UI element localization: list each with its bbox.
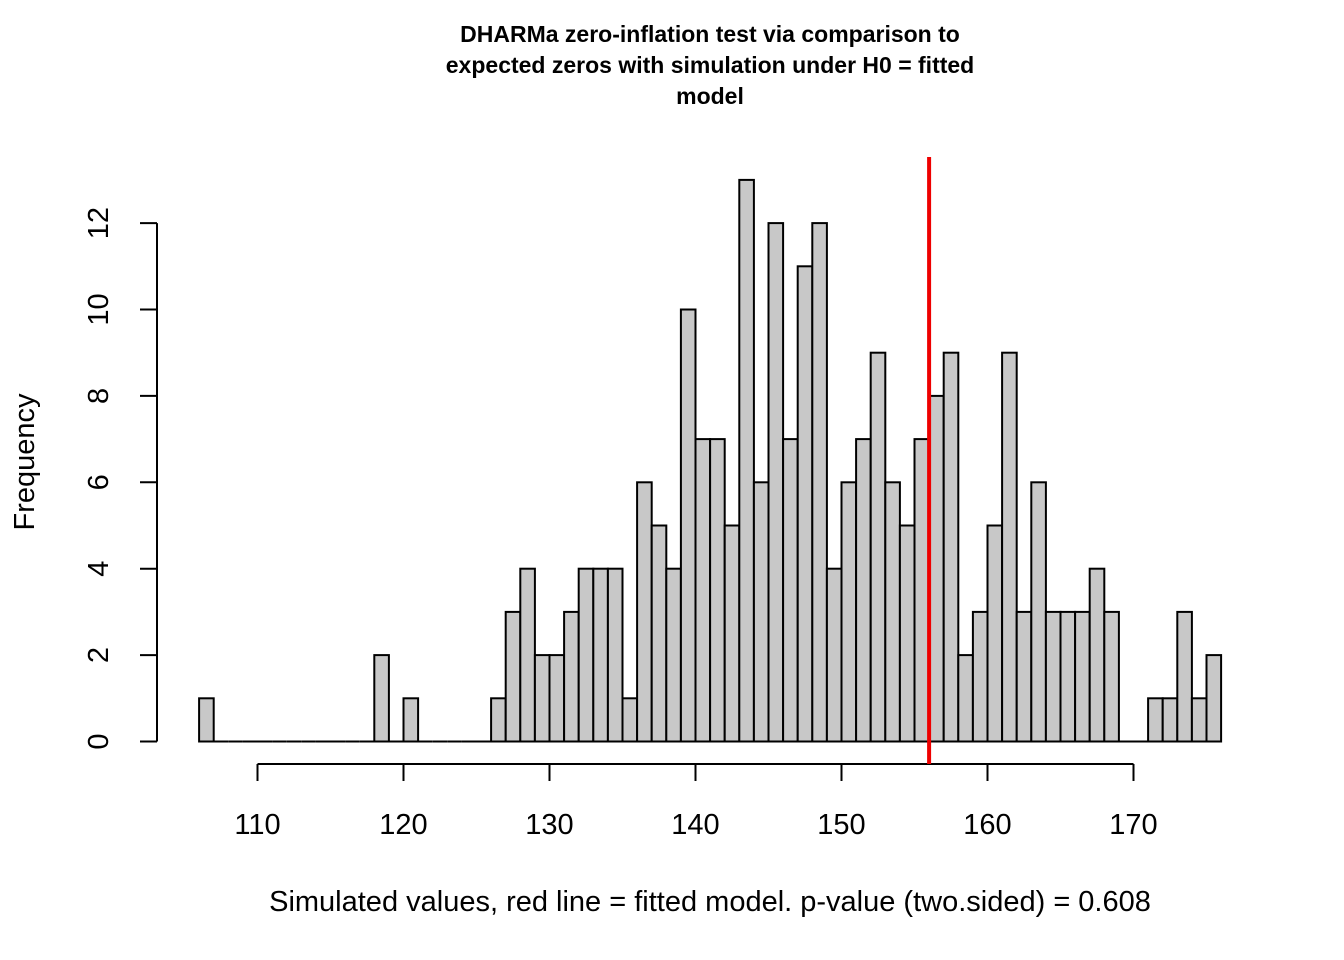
y-tick-label: 12: [83, 207, 115, 239]
histogram-bar: [198, 697, 215, 743]
histogram-bar: [592, 567, 609, 743]
histogram-bar: [533, 654, 551, 743]
x-tick-label: 130: [525, 809, 573, 841]
histogram-bar: [694, 438, 712, 743]
histogram-bar: [1074, 610, 1091, 743]
histogram-bar: [402, 697, 420, 743]
histogram-bar: [942, 351, 960, 743]
histogram-bars: [198, 178, 1223, 743]
histogram-bar: [665, 567, 682, 743]
histogram-bar: [869, 351, 887, 743]
histogram-bar: [825, 567, 843, 743]
histogram-bar: [796, 265, 814, 743]
histogram-bar: [767, 222, 785, 743]
title-line-3: model: [676, 83, 744, 109]
histogram-bar: [1103, 610, 1120, 743]
histogram-bar: [519, 567, 536, 743]
histogram-bar: [913, 438, 931, 743]
histogram-bar: [1088, 567, 1106, 743]
histogram-bar: [1147, 697, 1164, 743]
histogram-bar: [1044, 610, 1062, 743]
histogram-bar: [723, 524, 741, 743]
histogram-bar: [928, 394, 945, 743]
histogram-bar: [971, 610, 989, 743]
histogram-bar: [621, 697, 639, 743]
histogram-bar: [957, 654, 974, 743]
x-axis-title: Simulated values, red line = fitted mode…: [269, 886, 1151, 918]
histogram-bar: [1059, 610, 1077, 743]
histogram-bar: [679, 308, 697, 743]
x-axis: 110 120 130 140 150 160 170: [234, 763, 1158, 841]
histogram-bar: [1190, 697, 1208, 743]
x-tick-label: 140: [671, 809, 719, 841]
title-line-1: DHARMa zero-inflation test via compariso…: [460, 21, 960, 47]
histogram-bar: [548, 654, 566, 743]
x-tick-label: 110: [234, 809, 280, 841]
histogram-bar: [782, 438, 799, 743]
y-axis: 0 2 4 6 8 10 12: [83, 207, 158, 750]
y-tick-label: 2: [83, 647, 115, 663]
histogram-bar: [1015, 610, 1033, 743]
histogram-bar: [1161, 697, 1179, 743]
histogram-bar: [884, 481, 901, 743]
histogram-bar: [738, 178, 755, 743]
title-line-2: expected zeros with simulation under H0 …: [446, 52, 974, 78]
histogram-bar: [840, 481, 858, 743]
histogram-bar: [1205, 654, 1223, 743]
histogram-bar: [490, 697, 507, 743]
y-tick-label: 6: [83, 474, 115, 490]
y-tick-label: 8: [83, 388, 115, 404]
x-tick-label: 120: [379, 809, 427, 841]
histogram-bar: [504, 610, 522, 743]
histogram-bar: [606, 567, 624, 743]
histogram-bar: [650, 524, 668, 743]
histogram-bar: [811, 222, 828, 743]
y-tick-label: 4: [83, 561, 115, 577]
histogram-bar: [855, 438, 872, 743]
histogram-bar: [709, 438, 726, 743]
histogram-bar: [636, 481, 653, 743]
y-axis-title: Frequency: [9, 393, 41, 531]
histogram-bar: [1176, 610, 1193, 743]
chart-title: DHARMa zero-inflation test via compariso…: [446, 21, 974, 109]
y-tick-label: 10: [83, 293, 115, 325]
histogram-bar: [1030, 481, 1047, 743]
y-tick-label: 0: [83, 733, 115, 749]
histogram-bar: [752, 481, 770, 743]
histogram-bar: [563, 610, 580, 743]
histogram-bar: [373, 654, 390, 743]
histogram-bar: [986, 524, 1004, 743]
histogram-bar: [898, 524, 916, 743]
x-tick-label: 170: [1109, 809, 1157, 841]
x-tick-label: 150: [817, 809, 865, 841]
x-tick-label: 160: [963, 809, 1011, 841]
histogram-bar: [577, 567, 595, 743]
histogram-bar: [1001, 351, 1018, 743]
